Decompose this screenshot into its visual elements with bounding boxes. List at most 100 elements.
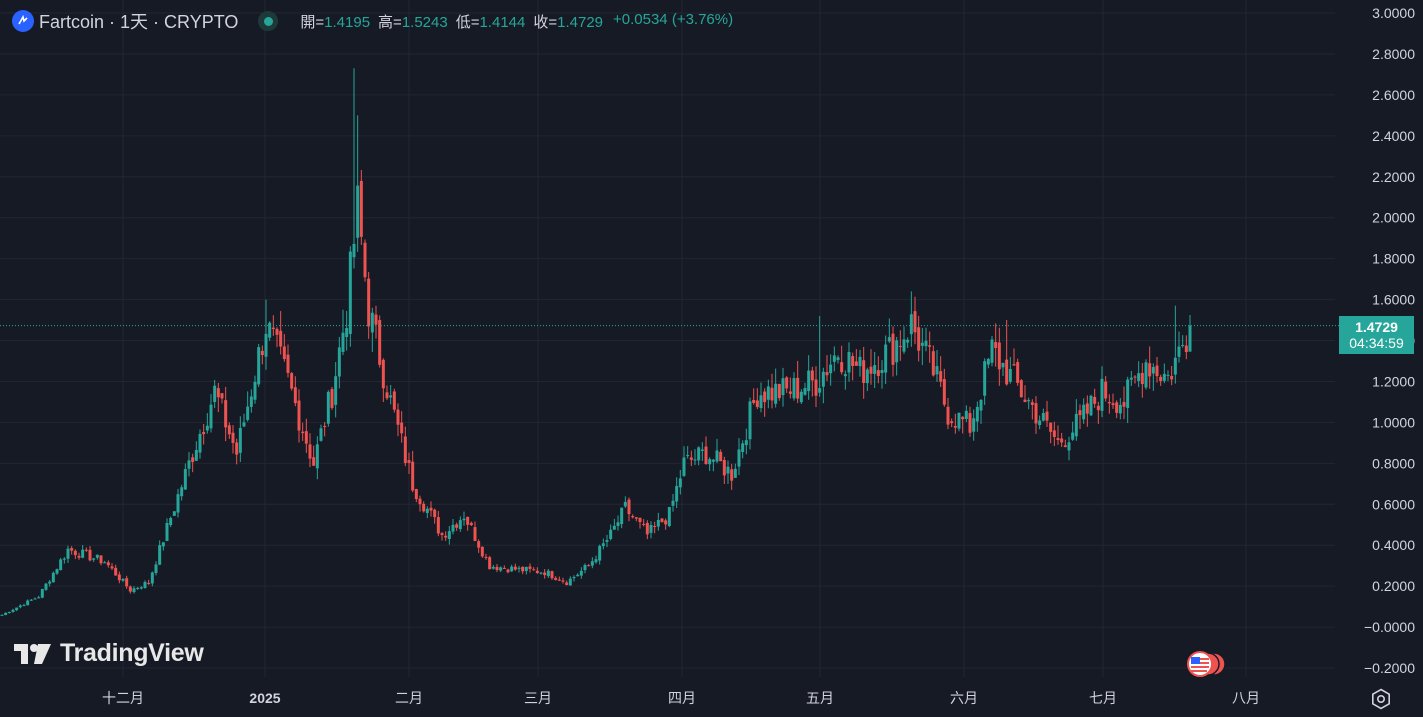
chart-grid xyxy=(0,0,1335,677)
candle-body xyxy=(1049,422,1053,432)
candle-body xyxy=(1166,374,1170,376)
candle-body xyxy=(491,566,495,569)
candle-body xyxy=(451,524,455,532)
candle-body xyxy=(1184,345,1188,352)
candle-body xyxy=(972,418,976,432)
price-tick-label: −0.2000 xyxy=(1364,660,1415,676)
price-tick-label: 2.6000 xyxy=(1372,87,1415,103)
candle-body xyxy=(788,391,792,394)
candle-body xyxy=(799,391,803,403)
candle-body xyxy=(975,406,979,422)
candle-body xyxy=(840,362,844,373)
candle-body xyxy=(323,425,327,428)
candle-body xyxy=(1052,430,1056,438)
symbol-title[interactable]: Fartcoin · 1天 · CRYPTO xyxy=(39,12,239,32)
candle-body xyxy=(403,436,407,463)
candle-body xyxy=(297,400,301,431)
price-tick-label: 1.8000 xyxy=(1372,251,1415,267)
candle-body xyxy=(686,455,690,457)
ohlc-values: 開=1.4195 高=1.5243 低=1.4144 收=1.4729 +0.0… xyxy=(300,11,733,32)
candle-body xyxy=(719,451,723,462)
candle-body xyxy=(466,516,470,525)
candle-body xyxy=(1093,396,1097,404)
candle-body xyxy=(411,461,415,491)
time-tick-label: 五月 xyxy=(806,690,834,706)
candle-body xyxy=(803,388,807,395)
candle-body xyxy=(477,541,481,548)
candle-body xyxy=(480,546,484,557)
candle-body xyxy=(0,614,4,616)
candle-body xyxy=(645,522,649,535)
candle-body xyxy=(579,570,583,576)
candle-body xyxy=(858,356,862,367)
high-label: 高= xyxy=(378,13,402,31)
candle-body xyxy=(359,180,363,237)
candle-body xyxy=(818,388,822,393)
candle-body xyxy=(275,328,279,335)
candle-body xyxy=(942,379,946,405)
candle-body xyxy=(986,358,990,365)
candle-body xyxy=(15,607,19,611)
candle-body xyxy=(458,520,462,530)
candle-body xyxy=(330,389,334,408)
candle-body xyxy=(334,376,338,405)
candle-body xyxy=(722,459,726,476)
candle-body xyxy=(517,567,521,569)
candle-body xyxy=(92,558,96,560)
candle-body xyxy=(183,469,187,490)
candle-body xyxy=(106,562,110,566)
candle-body xyxy=(312,457,316,466)
change-value: +0.0534 (+3.76%) xyxy=(613,10,734,28)
candle-body xyxy=(733,468,737,478)
candle-body xyxy=(209,404,213,429)
candle-body xyxy=(895,340,899,363)
candle-body xyxy=(1144,362,1148,388)
candle-body xyxy=(1137,373,1141,381)
candle-body xyxy=(939,371,943,382)
tradingview-logo[interactable]: TradingView xyxy=(14,639,204,668)
candle-body xyxy=(561,580,565,582)
candle-body xyxy=(352,243,356,258)
candle-body xyxy=(99,555,103,564)
settings-gear-icon[interactable] xyxy=(1369,687,1393,711)
candle-body xyxy=(693,459,697,461)
candle-body xyxy=(964,410,968,420)
candle-body xyxy=(634,517,638,519)
candle-body xyxy=(1111,403,1115,406)
candle-body xyxy=(667,507,671,527)
candle-body xyxy=(268,322,272,338)
candle-body xyxy=(961,416,965,420)
candle-body xyxy=(682,457,686,476)
candle-body xyxy=(755,400,759,407)
market-status-icon[interactable] xyxy=(258,11,279,31)
candle-body xyxy=(946,406,950,425)
candle-body xyxy=(829,364,833,374)
candle-body xyxy=(367,278,371,327)
low-label: 低= xyxy=(455,13,480,31)
candle-body xyxy=(293,387,297,404)
candle-body xyxy=(422,503,426,512)
candle-body xyxy=(40,589,44,598)
candle-body xyxy=(235,442,239,455)
candle-body xyxy=(572,577,576,579)
candle-body xyxy=(565,582,569,585)
candle-body xyxy=(1148,363,1152,377)
candle-body xyxy=(114,567,118,576)
candle-body xyxy=(180,487,184,497)
candle-body xyxy=(326,391,330,424)
candle-body xyxy=(1078,410,1082,416)
price-tick-label: −0.0000 xyxy=(1364,619,1415,635)
candle-body xyxy=(444,535,448,538)
candle-body xyxy=(55,569,59,574)
candle-body xyxy=(1162,373,1166,381)
us-flag-icon[interactable] xyxy=(1186,651,1230,677)
candle-body xyxy=(851,356,855,366)
candle-body xyxy=(220,393,224,399)
candle-body xyxy=(88,549,92,561)
candle-body xyxy=(1096,405,1100,411)
low-value: 1.4144 xyxy=(479,13,526,31)
candle-body xyxy=(1140,372,1144,385)
candle-body xyxy=(1173,357,1177,375)
candle-body xyxy=(337,347,341,377)
